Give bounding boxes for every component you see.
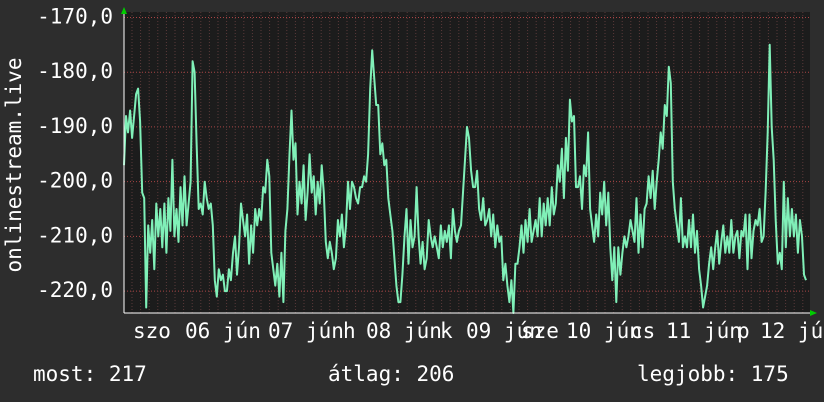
stat: most: 217 xyxy=(33,362,147,386)
x-tick-label: h xyxy=(343,319,356,343)
x-tick-label: 08 jún xyxy=(366,319,442,343)
y-tick-label: -210,0 xyxy=(37,223,113,247)
x-tick-label: 06 jún xyxy=(185,319,261,343)
x-tick-label: 07 jún xyxy=(268,319,344,343)
data-line xyxy=(123,43,807,314)
x-tick-label: cs xyxy=(630,319,655,343)
grid xyxy=(124,12,810,313)
x-arrow xyxy=(810,310,817,316)
stat: legjobb: 175 xyxy=(637,362,789,386)
y-tick-label: -190,0 xyxy=(37,114,113,138)
x-tick-label: 11 jún xyxy=(666,319,742,343)
stat: átlag: 206 xyxy=(328,362,454,386)
y-tick-label: -180,0 xyxy=(37,59,113,83)
x-tick-label: k xyxy=(440,319,453,343)
x-tick-label: sze xyxy=(521,319,559,343)
x-tick-label: 10 jún xyxy=(566,319,642,343)
x-tick-label: p xyxy=(737,319,750,343)
y-tick-label: -200,0 xyxy=(37,169,113,193)
y-axis-title: onlinestream.live xyxy=(2,58,26,273)
marks xyxy=(123,43,807,314)
x-tick-label: 12 jú xyxy=(760,319,823,343)
x-tick-label: szo xyxy=(133,319,171,343)
y-tick-label: -220,0 xyxy=(37,278,113,302)
y-arrow xyxy=(121,7,127,14)
y-tick-label: -170,0 xyxy=(37,4,113,28)
x-tick-label: 09 jún xyxy=(466,319,542,343)
